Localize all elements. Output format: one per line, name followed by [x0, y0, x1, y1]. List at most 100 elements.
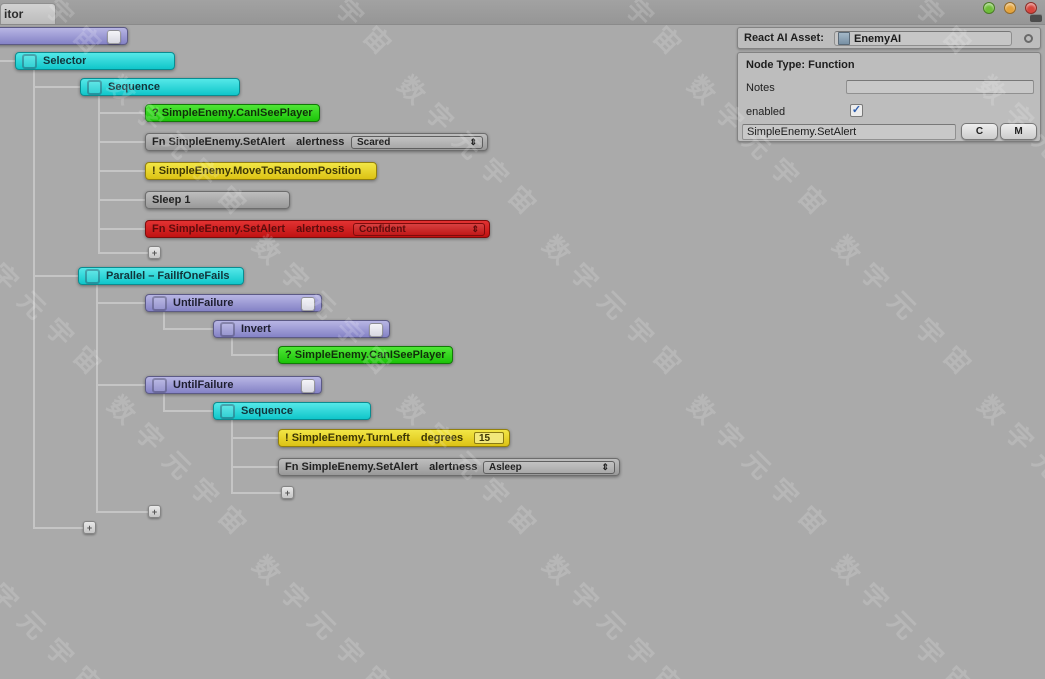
node-checkbox[interactable]	[152, 377, 167, 393]
alertness-dropdown[interactable]: Scared ⇕	[351, 136, 483, 149]
node-breakpoint-checkbox[interactable]	[369, 323, 383, 337]
window-menu-icon[interactable]	[1030, 14, 1042, 22]
node-breakpoint-checkbox[interactable]	[107, 30, 121, 44]
editor-tab[interactable]: itor	[0, 3, 56, 24]
restore-light-icon[interactable]	[1004, 2, 1016, 14]
code-button[interactable]: C	[961, 123, 998, 140]
tree-connector	[33, 70, 35, 528]
tree-node-add-child-button[interactable]: +	[281, 486, 294, 499]
asset-object-field[interactable]: EnemyAI	[834, 31, 1012, 46]
alertness-dropdown[interactable]: Confident ⇕	[353, 223, 485, 236]
check-icon: ✓	[851, 104, 862, 116]
node-label: Sequence	[241, 405, 293, 417]
tree-node-add-child-button[interactable]: +	[83, 521, 96, 534]
node-label: UntilFailure	[173, 379, 234, 391]
node-label: ! SimpleEnemy.TurnLeft	[285, 432, 410, 444]
function-name-input[interactable]: SimpleEnemy.SetAlert	[742, 124, 956, 140]
tree-connector	[163, 328, 213, 330]
tree-node-function-set-alert-asleep[interactable]: Fn SimpleEnemy.SetAlert alertness Asleep ⇕	[278, 458, 620, 476]
tree-node-sleep-node[interactable]: Sleep 1	[145, 191, 290, 209]
close-light-icon[interactable]	[1025, 2, 1037, 14]
tree-node-action-turn-left[interactable]: ! SimpleEnemy.TurnLeft degrees 15	[278, 429, 510, 447]
tree-node-add-child-button[interactable]: +	[148, 246, 161, 259]
monitor-button[interactable]: M	[1000, 123, 1037, 140]
behavior-tree-canvas[interactable]: Selector Sequence ? SimpleEnemy.CanISeePla…	[0, 24, 1045, 679]
tree-connector	[231, 437, 278, 439]
dropdown-value: Confident	[359, 224, 406, 235]
node-label: Fn SimpleEnemy.SetAlert	[152, 136, 286, 148]
dropdown-value: Asleep	[489, 462, 522, 473]
tree-node-function-set-alert-confident[interactable]: Fn SimpleEnemy.SetAlert alertness Confiden…	[145, 220, 490, 238]
node-checkbox[interactable]	[220, 403, 235, 419]
tree-node-action-move-to-random-position[interactable]: ! SimpleEnemy.MoveToRandomPosition	[145, 162, 377, 180]
notes-label: Notes	[746, 82, 775, 94]
node-type-label: Node Type: Function	[746, 59, 855, 71]
node-checkbox[interactable]	[220, 321, 235, 337]
node-label: Sequence	[108, 81, 160, 93]
tree-node-until-failure-node[interactable]: UntilFailure	[145, 376, 322, 394]
asset-value: EnemyAI	[854, 32, 902, 45]
tree-connector	[98, 252, 148, 254]
tree-connector	[96, 384, 145, 386]
tree-connector	[98, 96, 100, 253]
node-inspector-panel: Node Type: Function Notes enabled ✓ Simp…	[737, 52, 1041, 142]
tree-connector	[231, 420, 233, 493]
tree-connector	[163, 394, 165, 411]
window-titlebar: itor	[0, 0, 1045, 25]
enabled-label: enabled	[746, 106, 786, 118]
node-label: Fn SimpleEnemy.SetAlert	[152, 223, 286, 235]
tree-node-until-failure-node[interactable]: UntilFailure	[145, 294, 322, 312]
alertness-dropdown[interactable]: Asleep ⇕	[483, 461, 615, 474]
node-param-label: alertness	[296, 223, 345, 235]
tree-connector	[98, 228, 145, 230]
tree-node-selector-node[interactable]: Selector	[15, 52, 175, 70]
enabled-checkbox[interactable]: ✓	[850, 104, 863, 117]
node-param-label: degrees	[420, 432, 464, 444]
asset-panel: React AI Asset: EnemyAI	[737, 27, 1041, 49]
tree-connector	[98, 170, 145, 172]
tree-connector	[231, 338, 233, 355]
node-label: UntilFailure	[173, 297, 234, 309]
dropdown-arrows-icon: ⇕	[469, 137, 477, 147]
degrees-value-input[interactable]: 15	[474, 432, 504, 444]
object-picker-icon[interactable]	[1024, 34, 1033, 43]
notes-input[interactable]	[846, 80, 1034, 94]
node-checkbox[interactable]	[85, 268, 100, 284]
tree-node-root-node[interactable]	[0, 27, 128, 45]
tree-connector	[231, 466, 278, 468]
tree-node-condition-can-i-see-player[interactable]: ? SimpleEnemy.CanISeePlayer	[278, 346, 453, 364]
tree-connector	[33, 86, 80, 88]
tree-connector	[96, 302, 145, 304]
node-checkbox[interactable]	[152, 295, 167, 311]
node-checkbox[interactable]	[87, 79, 102, 95]
tree-connector	[96, 285, 98, 512]
tree-node-sequence-node[interactable]: Sequence	[213, 402, 371, 420]
dropdown-arrows-icon: ⇕	[601, 462, 609, 472]
tree-connector	[163, 410, 213, 412]
tree-node-sequence-node[interactable]: Sequence	[80, 78, 240, 96]
tree-connector	[33, 527, 83, 529]
tree-node-invert-node[interactable]: Invert	[213, 320, 390, 338]
tree-node-function-set-alert-scared[interactable]: Fn SimpleEnemy.SetAlert alertness Scared ⇕	[145, 133, 488, 151]
dropdown-arrows-icon: ⇕	[471, 224, 479, 234]
node-label: ? SimpleEnemy.CanISeePlayer	[152, 107, 313, 119]
tree-connector	[231, 354, 278, 356]
tree-node-condition-can-i-see-player[interactable]: ? SimpleEnemy.CanISeePlayer	[145, 104, 320, 122]
tree-connector	[98, 199, 145, 201]
node-breakpoint-checkbox[interactable]	[301, 379, 315, 393]
node-label: Fn SimpleEnemy.SetAlert	[285, 461, 419, 473]
node-checkbox[interactable]	[22, 53, 37, 69]
tree-connector	[0, 60, 15, 62]
node-label: Sleep 1	[152, 194, 191, 206]
minimize-light-icon[interactable]	[983, 2, 995, 14]
tree-node-add-child-button[interactable]: +	[148, 505, 161, 518]
node-label: Parallel – FailIfOneFails	[106, 270, 230, 282]
tree-connector	[96, 511, 148, 513]
node-breakpoint-checkbox[interactable]	[301, 297, 315, 311]
tree-connector	[163, 312, 165, 329]
asset-icon	[838, 32, 850, 45]
tree-node-parallel-node[interactable]: Parallel – FailIfOneFails	[78, 267, 244, 285]
node-label: ? SimpleEnemy.CanISeePlayer	[285, 349, 446, 361]
node-label: Invert	[241, 323, 271, 335]
